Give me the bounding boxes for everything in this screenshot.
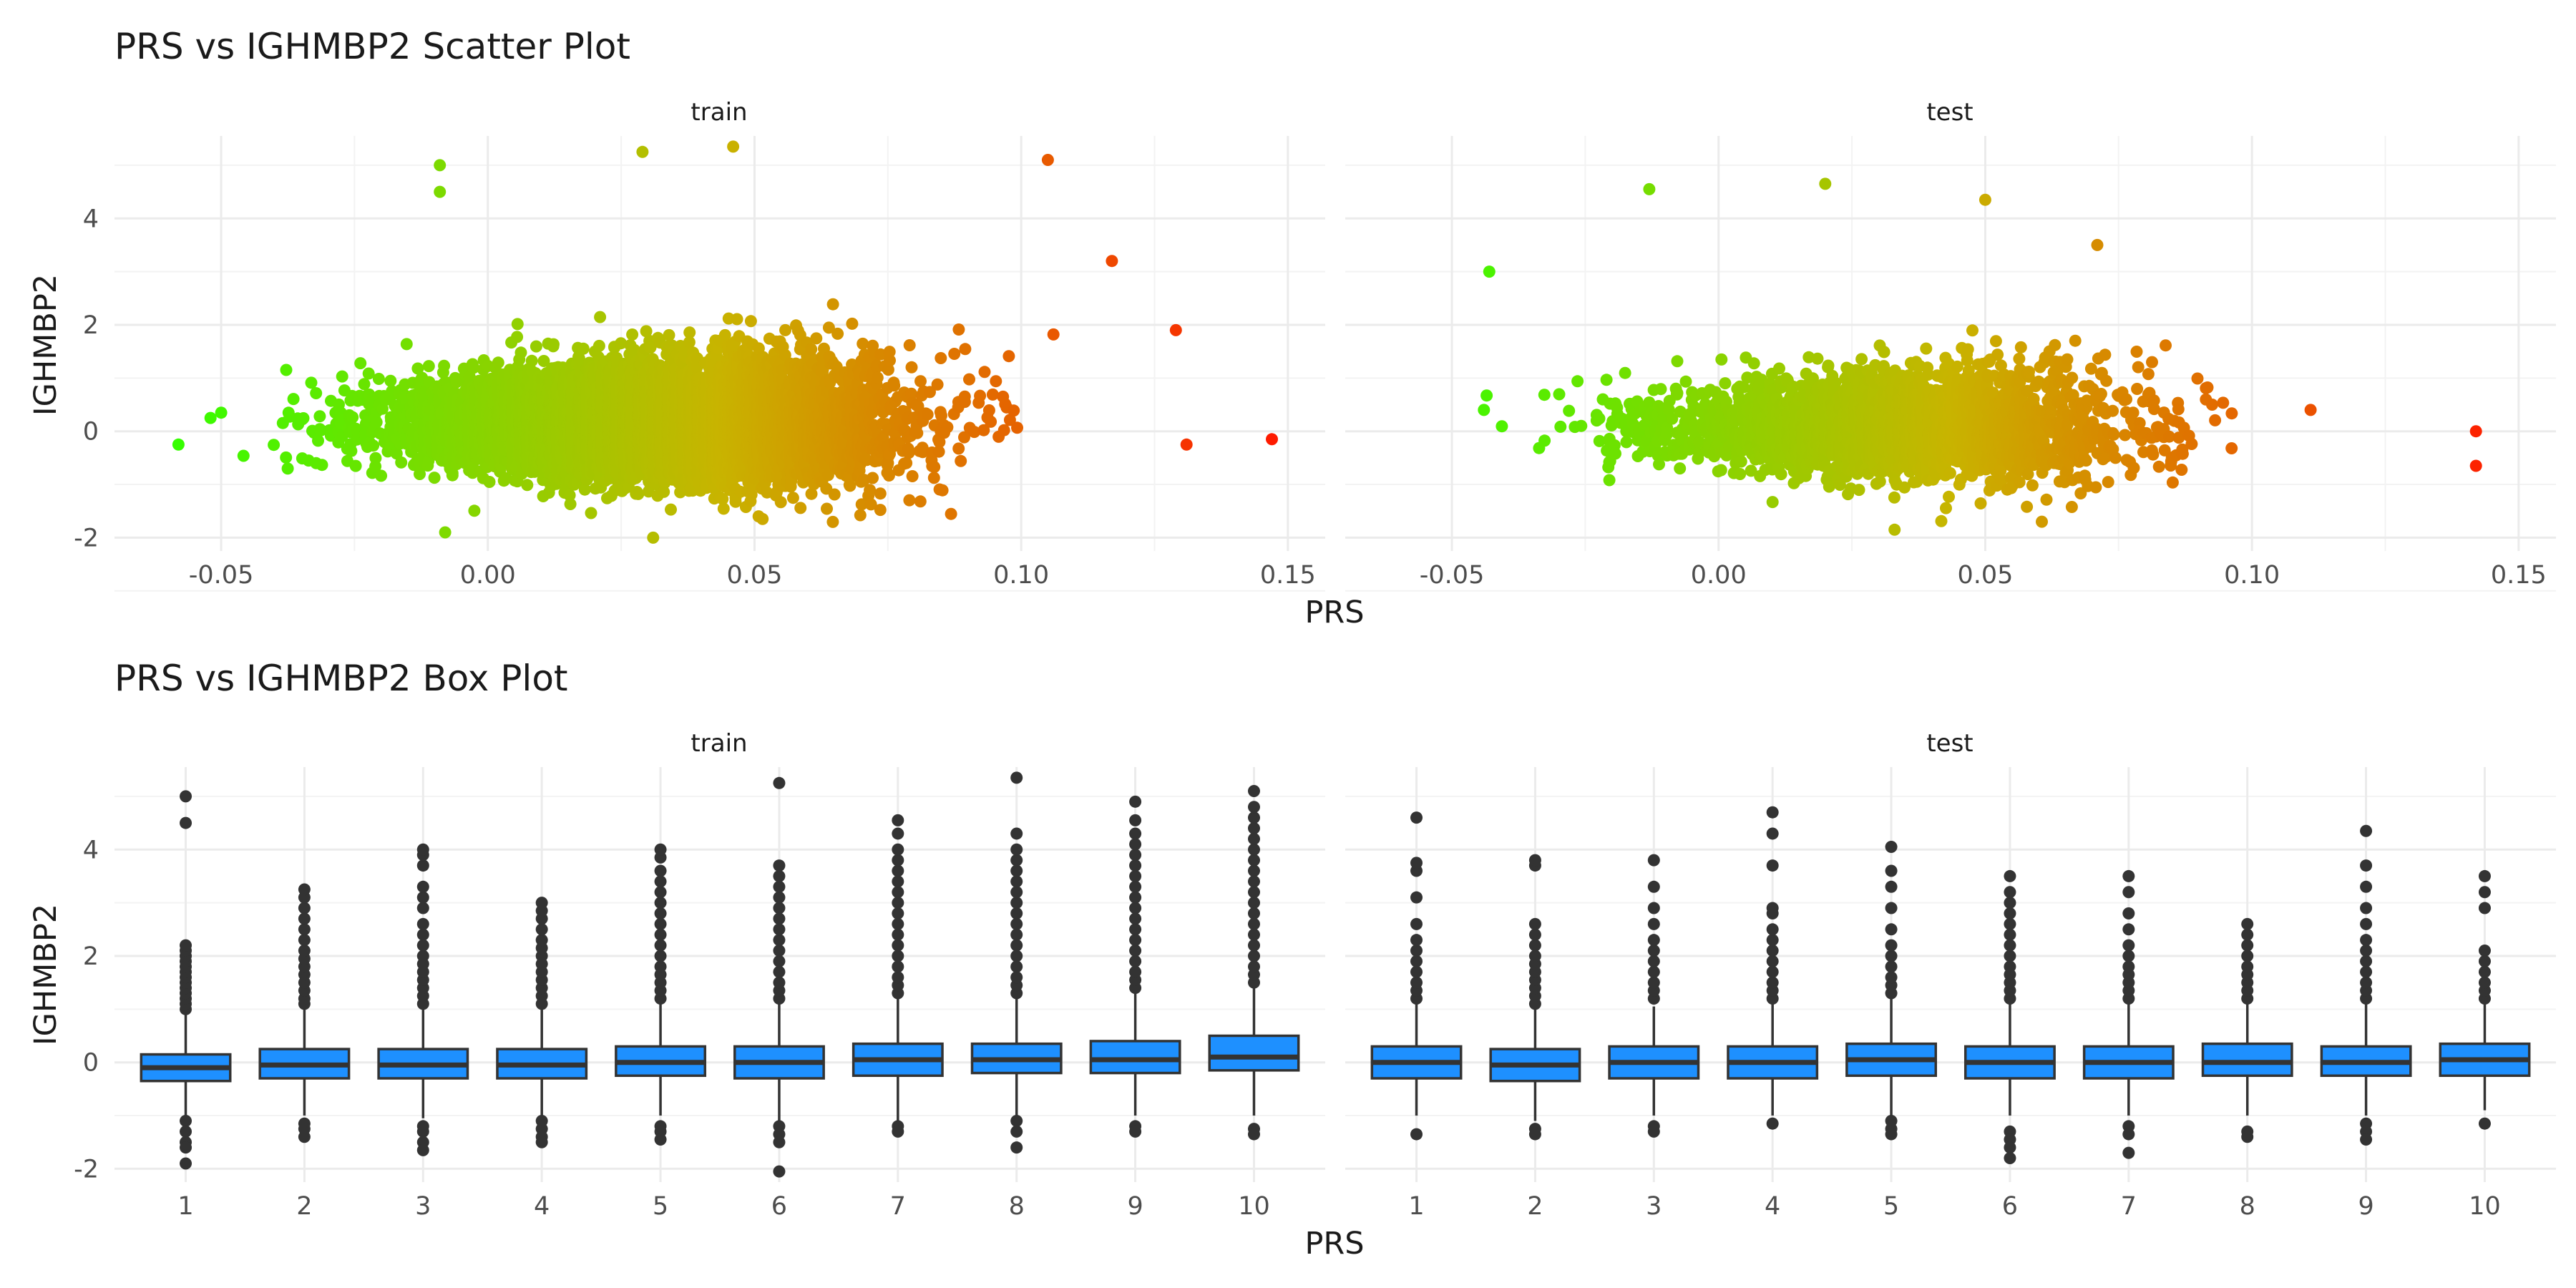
scatter-point	[375, 469, 388, 482]
scatter-point	[384, 374, 397, 387]
x-tick-label: 0.05	[726, 561, 782, 590]
scatter-point	[483, 476, 496, 488]
scatter-point	[354, 357, 367, 370]
scatter-point	[390, 447, 403, 460]
scatter-title: PRS vs IGHMBP2 Scatter Plot	[114, 26, 630, 67]
y-tick-label: 2	[83, 311, 99, 340]
scatter-point	[577, 342, 590, 355]
scatter-point	[215, 406, 228, 419]
scatter-point	[362, 367, 375, 380]
scatter-point	[514, 346, 527, 359]
scatter-facet-train-label: train	[691, 98, 747, 127]
scatter-point	[310, 387, 323, 399]
scatter-point	[428, 472, 441, 484]
scatter-point	[237, 449, 250, 462]
scatter-point	[468, 504, 481, 517]
scatter-point	[467, 361, 480, 374]
y-tick-label: -2	[74, 524, 99, 552]
scatter-point	[585, 507, 597, 519]
scatter-point	[530, 340, 542, 353]
x-tick-label: 0.00	[460, 561, 516, 590]
scatter-point	[287, 393, 300, 406]
scatter-point	[414, 468, 426, 480]
scatter-facet-test-label: test	[1926, 98, 1973, 127]
scatter-point	[316, 459, 328, 472]
scatter-point	[280, 451, 293, 464]
scatter-point	[626, 328, 639, 341]
scatter-panel-train: -0.05 0.00 0.05 0.10 0.15 -2 0 2 4	[74, 136, 1325, 592]
y-tick-label: 4	[83, 205, 99, 233]
scatter-point	[439, 526, 452, 539]
scatter-point	[372, 373, 385, 385]
scatter-point	[312, 434, 324, 447]
scatter-point	[492, 356, 504, 369]
scatter-point	[297, 412, 310, 424]
scatter-point	[370, 416, 383, 429]
scatter-point	[411, 362, 424, 375]
scatter-point	[422, 360, 435, 373]
x-tick-label: 0.10	[993, 561, 1049, 590]
scatter-point	[204, 411, 217, 424]
scatter-point	[349, 459, 362, 472]
x-tick-label: 0.15	[1260, 561, 1316, 590]
scatter-point	[395, 456, 408, 469]
scatter-point	[313, 410, 326, 423]
scatter-point	[369, 452, 382, 464]
x-tick-label: -0.05	[189, 561, 254, 590]
scatter-point	[632, 487, 645, 500]
scatter-point	[345, 444, 358, 457]
scatter-point	[358, 378, 371, 391]
scatter-point	[434, 185, 447, 198]
scatter-point	[647, 531, 660, 544]
scatter-point	[521, 479, 534, 492]
scatter-point	[172, 438, 185, 451]
scatter-point	[367, 439, 380, 452]
scatter-point	[636, 145, 649, 158]
scatter-point	[346, 411, 359, 424]
scatter-point	[336, 370, 348, 383]
scatter-point	[400, 338, 413, 351]
scatter-point	[564, 498, 577, 510]
scatter-point	[268, 439, 280, 452]
scatter-point	[525, 354, 538, 367]
y-tick-label: 0	[83, 418, 99, 447]
scatter-point	[511, 331, 524, 343]
scatter-point	[547, 338, 560, 351]
scatter-point	[511, 318, 524, 331]
scatter-point	[592, 339, 605, 352]
scatter-point	[281, 462, 294, 475]
scatter-point	[280, 364, 293, 376]
scatter-point	[315, 424, 328, 436]
scatter-point	[305, 376, 318, 389]
scatter-point	[594, 311, 607, 323]
scatter-point	[434, 159, 447, 172]
scatter-point	[438, 359, 451, 372]
